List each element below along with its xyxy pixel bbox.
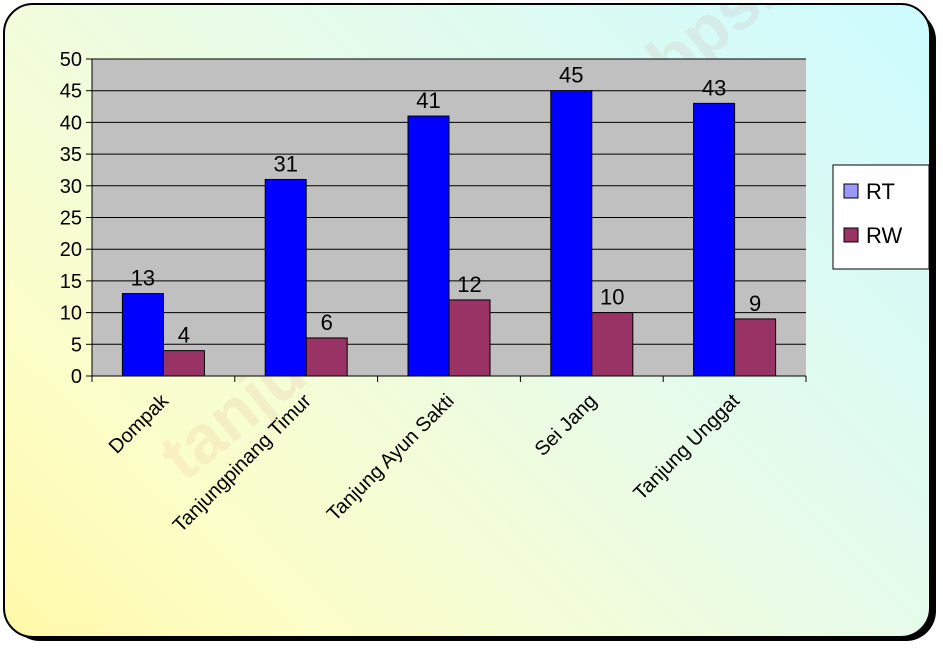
data-label: 6 [321, 310, 333, 335]
bar-rt [264, 178, 307, 377]
bar-rw [162, 350, 205, 377]
y-tick-label: 25 [60, 208, 82, 230]
x-category-label: Tanjung Unggat [630, 390, 745, 505]
y-tick-label: 20 [60, 239, 82, 261]
legend-label-rw: RW [866, 223, 902, 248]
data-label: 10 [600, 285, 624, 310]
legend-swatch-rw [843, 227, 859, 243]
legend-box [832, 164, 930, 270]
x-category-label: Tanjung Ayun Sakti [323, 390, 459, 526]
data-label: 31 [273, 151, 297, 176]
legend-swatch-rt [843, 183, 859, 199]
data-label: 13 [131, 266, 155, 291]
y-tick-label: 50 [60, 49, 82, 71]
x-category-label: Tanjungpinang Timur [169, 390, 316, 537]
y-tick-label: 30 [60, 176, 82, 198]
data-label: 12 [457, 272, 481, 297]
data-label: 9 [749, 291, 761, 316]
bar-rw [591, 312, 634, 377]
bar-rt [121, 293, 164, 377]
legend-label-rt: RT [866, 179, 895, 204]
data-label: 45 [559, 63, 583, 88]
data-label: 43 [702, 75, 726, 100]
bar-rw [305, 337, 348, 377]
y-tick-label: 10 [60, 303, 82, 325]
bar-rw [448, 299, 491, 377]
data-label: 41 [416, 88, 440, 113]
bar-rt [693, 102, 736, 377]
y-tick-label: 45 [60, 81, 82, 103]
x-category-label: Sei Jang [531, 390, 602, 461]
y-tick-label: 40 [60, 112, 82, 134]
y-tick-label: 15 [60, 271, 82, 293]
bar-rt [407, 115, 450, 377]
bar-rt [550, 90, 593, 377]
y-tick-label: 5 [71, 334, 82, 356]
y-tick-label: 0 [71, 366, 82, 388]
data-label: 4 [178, 323, 190, 348]
y-tick-label: 35 [60, 144, 82, 166]
x-category-label: Dompak [105, 389, 174, 458]
bar-rw [734, 318, 777, 377]
